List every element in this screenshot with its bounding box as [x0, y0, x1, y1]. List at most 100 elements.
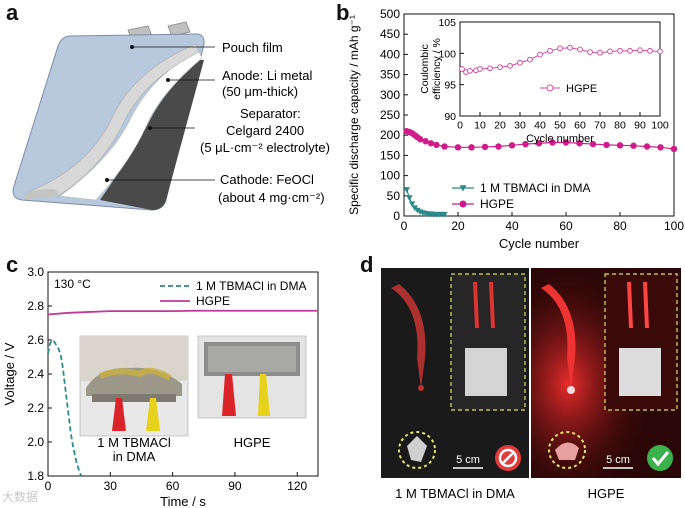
data-point	[408, 201, 416, 208]
x-tick-label: 0	[457, 120, 463, 132]
x-tick-label: 60	[574, 120, 586, 132]
data-point	[607, 48, 613, 55]
x-tick-label: 20	[451, 219, 465, 233]
data-point	[467, 67, 473, 74]
data-point	[557, 45, 563, 52]
callout-pouch: Pouch film	[222, 40, 283, 55]
x-tick-label: 20	[494, 120, 506, 132]
x-tick-label: 60	[559, 219, 573, 233]
photo-caption-left-2: in DMA	[113, 449, 156, 464]
y-tick-label: 50	[387, 189, 401, 203]
y-tick-label: 500	[380, 7, 400, 21]
x-tick-label: 70	[594, 120, 606, 132]
x-tick-label: 90	[228, 479, 242, 493]
x-tick-label: 90	[634, 120, 646, 132]
photo-caption-right: HGPE	[234, 435, 271, 450]
y-tick-label: 2.0	[27, 435, 44, 449]
x-tick-label: 80	[613, 219, 627, 233]
legend: 1 M TBMACl in DMA HGPE	[452, 181, 590, 211]
photo-caption-left: 1 M TBMACl in DMA	[395, 486, 515, 501]
y-tick-label: 0	[393, 209, 400, 223]
led-photos: 5 cm 5 cm 1 M TBMACl in DMA HGPE	[381, 268, 681, 501]
data-point	[537, 51, 543, 58]
pouch-cell-schematic: Pouch film Anode: Li metal (50 μm-thick)…	[12, 21, 330, 211]
y-tick-label: 350	[380, 68, 400, 82]
photo-hgpe-led-on: 5 cm	[531, 268, 681, 478]
data-point	[546, 84, 554, 92]
callout-cathode-1: Cathode: FeOCl	[220, 172, 314, 187]
x-tick-label: 30	[104, 479, 118, 493]
y-tick-label: 105	[438, 17, 456, 29]
panel-label-c: c	[6, 252, 19, 277]
series-line	[47, 309, 318, 316]
data-point	[603, 141, 610, 149]
data-point	[567, 44, 573, 51]
check-icon	[647, 445, 673, 471]
inset-y-label-2: efficiency / %	[431, 38, 443, 100]
y-tick-label: 2.6	[27, 333, 44, 347]
callout-cathode-2: (about 4 mg·cm⁻²)	[218, 190, 325, 205]
y-tick-label: 300	[380, 88, 400, 102]
y-tick-label: 1.8	[27, 469, 44, 483]
data-point	[643, 143, 651, 150]
x-tick-label: 30	[514, 120, 526, 132]
x-tick-label: 10	[474, 120, 486, 132]
legend-label: 1 M TBMACl in DMA	[196, 279, 306, 293]
data-point	[657, 144, 664, 151]
data-point	[427, 140, 435, 147]
data-point	[441, 143, 448, 150]
data-point	[459, 185, 467, 192]
data-point	[468, 144, 475, 151]
callout-anode-2: (50 μm-thick)	[222, 84, 298, 99]
data-point	[589, 140, 597, 148]
y-tick-label: 150	[380, 148, 400, 162]
data-point	[549, 139, 556, 146]
legend-label: HGPE	[196, 294, 230, 308]
legend-label: 1 M TBMACl in DMA	[480, 181, 590, 195]
data-point	[406, 195, 413, 202]
data-point	[587, 49, 593, 55]
data-point	[527, 56, 533, 63]
inset-legend-label: HGPE	[566, 83, 597, 95]
data-point	[647, 47, 653, 54]
data-point	[637, 47, 643, 54]
data-point	[576, 140, 583, 147]
data-point	[454, 144, 462, 151]
scale-bar-right: 5 cm	[606, 454, 630, 466]
data-point	[597, 49, 603, 56]
x-tick-label: 50	[554, 120, 566, 132]
data-point	[630, 142, 637, 149]
data-point	[577, 46, 583, 53]
inset-x-label: Cycle number	[526, 133, 594, 145]
data-point	[495, 143, 502, 150]
inset-legend: HGPE	[540, 83, 597, 95]
legend-label: HGPE	[480, 197, 514, 211]
panel-label-d: d	[360, 252, 374, 277]
data-point	[441, 211, 448, 218]
data-point	[657, 48, 663, 55]
x-tick-label: 0	[401, 219, 408, 233]
photo-caption-left-1: 1 M TBMACl	[97, 435, 171, 450]
callout-separator-1: Separator:	[240, 106, 301, 121]
callout-separator-2: Celgard 2400	[226, 123, 304, 138]
watermark: 大数据	[2, 490, 39, 504]
scale-bar-left: 5 cm	[456, 454, 480, 466]
data-point	[535, 140, 543, 147]
data-point	[670, 145, 678, 153]
x-tick-label: 120	[287, 479, 307, 493]
series-line	[47, 338, 83, 477]
data-point	[508, 142, 516, 149]
callout-anode-1: Anode: Li metal	[222, 68, 312, 83]
photo-insets	[79, 335, 307, 437]
data-point	[547, 47, 553, 54]
x-axis-label: Cycle number	[499, 236, 580, 251]
x-tick-label: 0	[45, 479, 52, 493]
inset-frame	[459, 21, 661, 117]
y-tick-label: 2.2	[27, 401, 44, 415]
voltage-chart: 1.8 2.0 2.2 2.4 2.6 2.8 3.0 0 30 60 90 120 1 M TBM…	[2, 265, 319, 508]
photo-electrolyte-led-off: 5 cm	[381, 268, 529, 478]
y-tick-label: 100	[438, 48, 456, 60]
x-tick-label: 100	[651, 120, 669, 132]
